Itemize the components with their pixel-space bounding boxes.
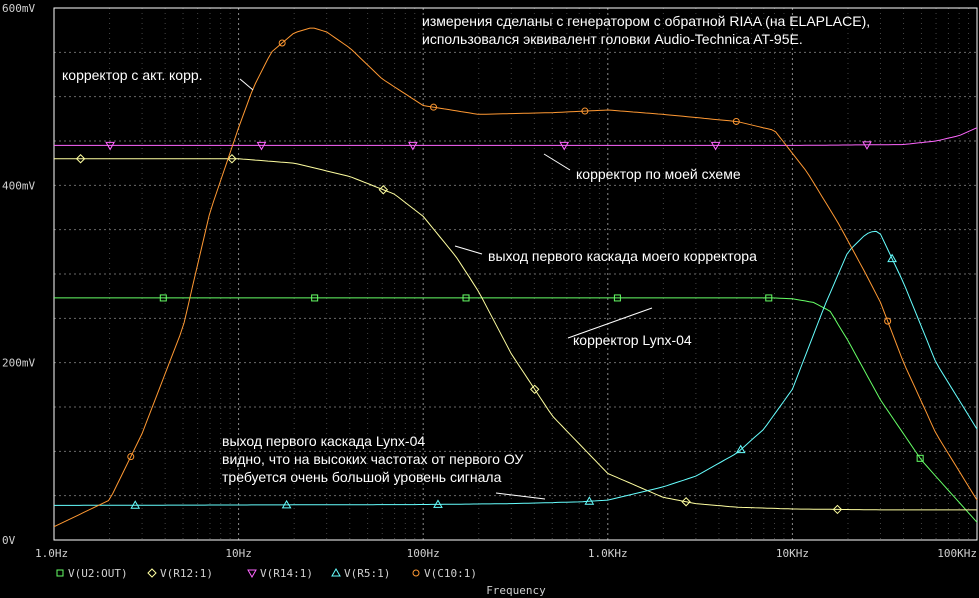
legend-entry: V(R14:1) — [260, 567, 313, 580]
series-marker — [529, 384, 540, 395]
series-line — [54, 127, 978, 146]
x-tick-label: 1.0Hz — [35, 547, 68, 560]
annotation-first-stage-mine: выход первого каскада моего корректора — [488, 248, 757, 264]
series-marker — [130, 500, 141, 509]
x-tick-label: 10KHz — [776, 547, 809, 560]
annotations: измерения сделаны с генератором с обратн… — [62, 13, 870, 500]
annotation-note-2: использовался эквивалент головки Audio-T… — [422, 31, 803, 47]
legend-marker — [56, 569, 64, 577]
series-marker — [862, 141, 872, 150]
series-V(U2:OUT) — [54, 294, 978, 523]
series-line — [53, 27, 978, 528]
series-line — [54, 230, 978, 506]
series-marker — [584, 496, 595, 505]
series-marker — [159, 294, 167, 302]
plot-frame — [53, 7, 978, 541]
series-marker — [105, 141, 115, 151]
legend-entry: V(R12:1) — [160, 567, 213, 580]
series-V(R5:1) — [54, 230, 978, 509]
y-axis-ticks: 0V 200mV 400mV 600mV — [2, 2, 35, 547]
annotation-hf-note-2: требуется очень большой уровень сигнала — [222, 469, 502, 485]
series-marker — [378, 185, 389, 195]
series-marker — [256, 141, 267, 151]
series-marker — [581, 107, 589, 115]
x-tick-label: 10Hz — [225, 547, 252, 560]
x-axis-ticks: 1.0Hz 10Hz 100Hz 1.0KHz 10KHz 100KHz — [35, 547, 977, 560]
series-marker — [710, 141, 721, 151]
series-marker — [311, 294, 319, 302]
series-marker — [559, 141, 570, 151]
series-marker — [75, 154, 86, 164]
series-layer — [53, 27, 978, 528]
series-marker — [227, 154, 237, 164]
series-marker — [765, 294, 773, 302]
annotation-hf-note-1: видно, что на высоких частотах от первог… — [222, 451, 523, 467]
legend-marker — [247, 569, 257, 579]
y-tick-label: 0V — [2, 534, 16, 547]
series-marker — [613, 294, 621, 302]
x-tick-label: 100KHz — [937, 547, 977, 560]
y-tick-label: 400mV — [2, 179, 35, 192]
series-marker — [735, 444, 746, 454]
arrow-my-corrector — [543, 153, 571, 171]
y-tick-label: 200mV — [2, 357, 35, 370]
series-marker — [732, 117, 740, 125]
x-tick-label: 100Hz — [407, 547, 440, 560]
arrow-first-stage-mine — [454, 245, 483, 255]
annotation-my-corrector: корректор по моей схеме — [576, 166, 741, 182]
legend-marker — [147, 568, 157, 578]
series-marker — [887, 253, 897, 263]
legend-entry: V(U2:OUT) — [68, 567, 128, 580]
series-marker — [127, 453, 135, 461]
arrow-first-stage-lynx — [495, 492, 546, 500]
series-marker — [281, 499, 292, 509]
series-V(R12:1) — [54, 154, 977, 515]
legend-entry: V(R5:1) — [344, 567, 390, 580]
series-V(R14:1) — [54, 127, 978, 151]
annotation-note-1: измерения сделаны с генератором с обратн… — [422, 13, 870, 29]
legend-marker — [331, 567, 341, 577]
series-marker — [462, 294, 470, 302]
series-marker — [278, 39, 286, 47]
annotation-lynx: корректор Lynx-04 — [573, 332, 692, 348]
series-line — [54, 297, 978, 523]
legend: V(U2:OUT) V(R12:1) V(R14:1) V(R5:1) V(C10:1) — [56, 567, 477, 580]
legend-entry: V(C10:1) — [424, 567, 477, 580]
x-tick-label: 1.0KHz — [588, 547, 628, 560]
arrow-active-corrector — [239, 78, 254, 91]
series-marker — [681, 497, 691, 507]
series-marker — [433, 499, 443, 508]
arrow-lynx — [567, 307, 653, 339]
series-marker — [832, 504, 843, 515]
x-axis-label: Frequency — [486, 584, 546, 597]
series-line — [54, 158, 977, 511]
y-tick-label: 600mV — [2, 2, 35, 15]
annotation-first-stage-lynx: выход первого каскада Lynx-04 — [222, 433, 425, 449]
series-marker — [916, 454, 924, 462]
legend-marker — [412, 569, 420, 577]
annotation-active-corrector: корректор с акт. корр. — [62, 67, 203, 83]
grid — [54, 8, 978, 540]
series-marker — [884, 317, 892, 325]
series-marker — [430, 103, 438, 111]
series-V(C10:1) — [53, 27, 978, 528]
series-marker — [408, 141, 418, 151]
